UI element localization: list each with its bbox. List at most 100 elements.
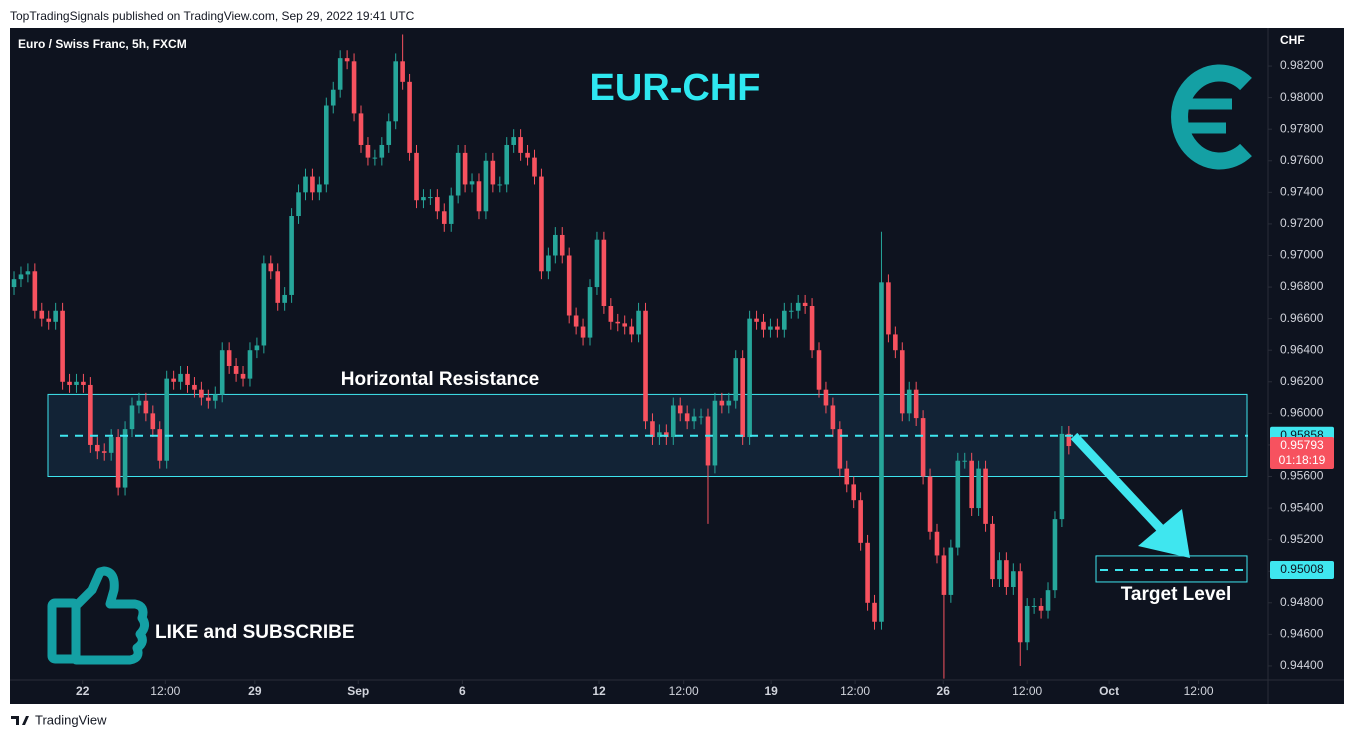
candle-body [448,195,454,224]
x-tick-label: 12:00 [840,684,870,698]
candle-body [351,61,357,114]
candle-body [629,326,634,335]
candle-body [337,58,343,90]
candle-body [18,274,24,280]
candle-body [636,310,641,335]
candle-body [684,413,690,422]
candle-body [268,263,274,272]
candle-body [171,378,176,382]
candle-body [1011,571,1016,588]
candle-body [969,460,974,509]
candle-body [719,400,725,406]
candle-body [934,531,940,556]
candle-body [275,271,281,303]
candle-body [504,144,510,185]
y-tick-label: 0.98200 [1280,58,1324,72]
candle-body [830,405,836,430]
candle-body [74,381,79,385]
thumbs-up-icon [47,566,150,665]
candle-body [594,239,600,288]
candle-body [573,315,579,327]
candle-body [650,421,655,438]
candle-body [962,460,968,462]
candle-body [441,211,447,224]
candle-body [1059,433,1065,520]
candle-body [879,282,884,622]
y-tick-label: 0.98000 [1280,90,1324,104]
candle-body [955,460,961,548]
candle-body [768,326,773,330]
candle-body [365,144,371,158]
candle-body [643,310,648,422]
candle-body [296,192,301,217]
candle-body [1017,571,1023,643]
y-tick-label: 0.97600 [1280,153,1324,167]
candle-body [761,321,766,330]
candle-body [476,181,482,212]
candle-body [788,310,794,312]
candle-body [976,468,981,509]
candle-body [108,437,114,453]
candle-body [32,271,38,311]
candle-body [865,542,870,603]
candle-body [393,61,398,122]
candle-body [532,157,537,177]
candle-body [566,255,572,316]
candle-body [913,389,919,419]
candle-body [358,113,364,145]
candle-body [25,271,31,275]
x-tick-label: 12:00 [150,684,180,698]
candle-body [941,555,947,595]
candle-body [927,476,933,532]
candle-body [469,181,475,185]
candle-body [11,279,17,288]
candle-body [421,197,426,201]
y-tick-label: 0.95200 [1280,532,1324,546]
candle-body [920,418,926,477]
candle-body [664,432,669,438]
candle-body [67,381,72,385]
tradingview-logo: TradingView [11,712,107,727]
symbol-label: Euro / Swiss Franc, 5h, FXCM [18,37,187,51]
candle-body [539,176,544,272]
candle-body [462,152,468,185]
x-tick-label: 12:00 [669,684,699,698]
candle-body [1052,519,1058,591]
candle-body [553,234,558,256]
x-tick-label: 29 [248,684,262,698]
candle-body [129,405,135,430]
x-tick-label: 19 [764,684,778,698]
candle-body [872,602,877,622]
candle-body [816,350,822,390]
candle-body [39,310,45,319]
candle-body [212,394,218,401]
candle-body [254,345,260,351]
candle-body [386,121,392,145]
target-zone [1095,555,1248,583]
bar-countdown: 01:18:19 [1279,453,1326,467]
candle-body [303,176,308,193]
candle-body [823,389,829,406]
candle-body [1004,560,1009,588]
candle-body [372,157,378,159]
x-tick-label: Oct [1099,684,1119,698]
last-price-tag [1270,437,1334,470]
candle-body [206,397,211,401]
candle-body [414,152,419,201]
y-tick-label: 0.94400 [1280,658,1324,672]
candle-body [518,137,523,153]
candle-body [782,310,787,330]
candle-body [247,350,253,379]
candle-body [580,326,586,338]
x-tick-label: 6 [459,684,466,698]
candle-body [712,400,718,466]
candle-body [240,373,246,379]
candle-body [317,184,322,193]
y-tick-label: 0.97200 [1280,216,1324,230]
candle-body [698,416,704,418]
candle-body [226,350,232,366]
chart-panel [10,28,1344,704]
candle-body [46,318,52,322]
candle-body [289,216,294,295]
